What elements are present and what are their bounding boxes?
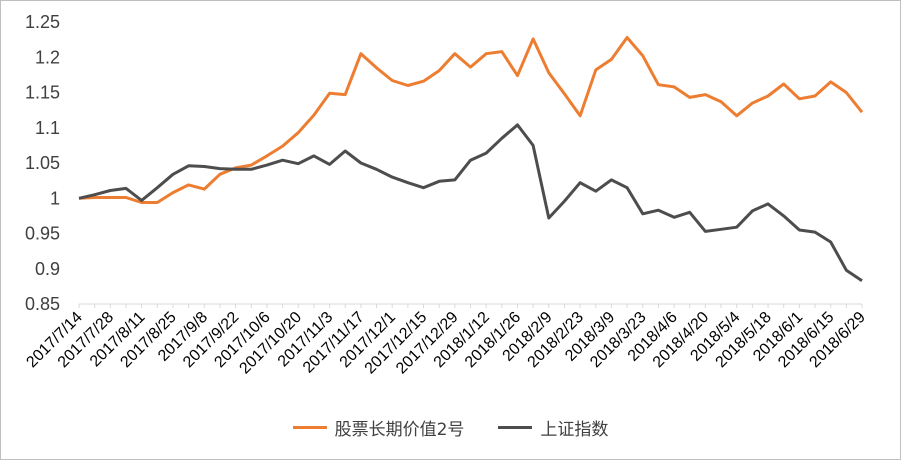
legend-swatch-series-2 <box>498 425 533 429</box>
legend-item-series-1: 股票长期价值2号 <box>292 415 465 440</box>
legend-label-series-1: 股票长期价值2号 <box>334 419 465 440</box>
legend-label-series-2: 上证指数 <box>540 419 609 440</box>
legend-swatch-series-1 <box>292 425 327 429</box>
y-tick-label: 1 <box>50 188 60 208</box>
y-axis-tick-labels: 0.85 0.9 0.95 1 1.05 1.1 1.15 1.2 1.25 <box>25 12 60 314</box>
y-tick-label: 0.95 <box>25 224 60 244</box>
y-tick-label: 1.1 <box>35 118 60 138</box>
x-axis-tick-labels: 2017/7/142017/7/282017/8/112017/8/252017… <box>23 309 868 378</box>
series-line-1 <box>78 36 864 204</box>
series-line-2 <box>78 123 863 282</box>
y-tick-label: 0.9 <box>35 259 60 279</box>
y-tick-label: 1.15 <box>25 83 60 103</box>
x-axis-tickmarks <box>78 304 863 308</box>
y-tick-label: 0.85 <box>25 294 60 314</box>
legend-item-series-2: 上证指数 <box>498 415 608 440</box>
series-lines <box>78 36 864 282</box>
y-tick-label: 1.05 <box>25 153 60 173</box>
y-tick-label: 1.2 <box>35 47 60 67</box>
legend: 股票长期价值2号 上证指数 <box>0 412 901 442</box>
y-tick-label: 1.25 <box>25 12 60 32</box>
line-chart: 0.85 0.9 0.95 1 1.05 1.1 1.15 1.2 1.25 2017/7/14… <box>23 12 868 378</box>
